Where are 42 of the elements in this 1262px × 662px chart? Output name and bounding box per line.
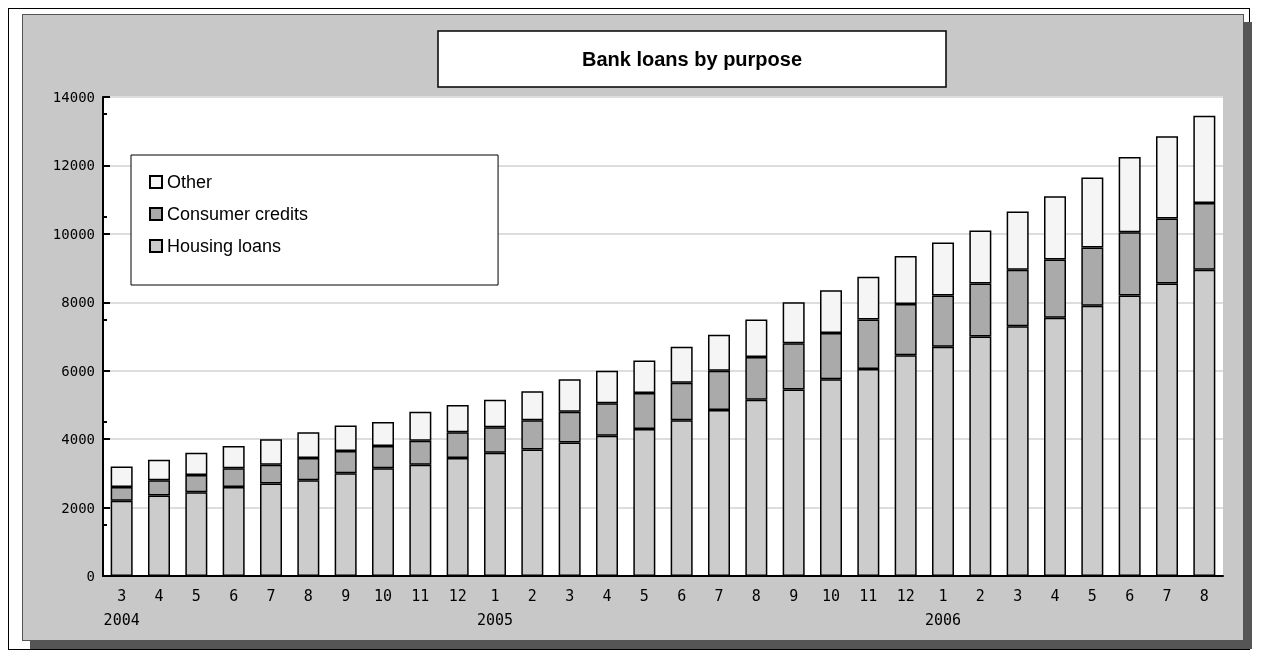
x-tick-label: 8 xyxy=(1199,587,1209,605)
x-tick-label: 6 xyxy=(229,587,239,605)
x-tick-label: 11 xyxy=(859,587,878,605)
x-tick-label: 1 2005 xyxy=(476,587,514,629)
x-tick-label: 10 xyxy=(821,587,841,605)
legend-label: Consumer credits xyxy=(167,204,309,224)
x-tick-label: 1 2006 xyxy=(924,587,962,629)
x-tick-label: 3 xyxy=(565,587,575,605)
x-tick-label: 4 xyxy=(602,587,612,605)
legend-label: Other xyxy=(167,172,213,192)
x-tick-label: 5 xyxy=(639,587,649,605)
x-tick-label: 3 2004 xyxy=(103,587,140,629)
legend-label: Housing loans xyxy=(167,236,282,256)
x-tick-label: 11 xyxy=(411,587,430,605)
x-tick-label: 10 xyxy=(373,587,393,605)
x-tick-label: 3 xyxy=(1013,587,1023,605)
x-tick-label: 2 xyxy=(527,587,537,605)
x-tick-label: 8 xyxy=(303,587,313,605)
y-tick-label: 0 xyxy=(86,568,95,584)
y-tick-label: 2000 xyxy=(61,499,95,516)
x-tick-label: 7 xyxy=(714,587,724,605)
x-tick-label: 7 xyxy=(266,587,276,605)
y-tick-label: 12000 xyxy=(52,157,95,174)
y-tick-label: 14000 xyxy=(52,89,95,105)
x-tick-label: 12 xyxy=(896,587,915,605)
x-tick-label: 6 xyxy=(1125,587,1135,605)
x-tick-label: 5 xyxy=(191,587,201,605)
x-tick-label: 12 xyxy=(448,587,467,605)
x-tick-label: 2 xyxy=(975,587,985,605)
y-tick-label: 4000 xyxy=(61,431,95,448)
y-tick-label: 6000 xyxy=(61,362,95,379)
y-tick-label: 8000 xyxy=(61,294,95,311)
x-tick-label: 9 xyxy=(789,587,799,605)
x-tick-label: 4 xyxy=(154,587,164,605)
x-tick-label: 6 xyxy=(677,587,687,605)
x-tick-label: 7 xyxy=(1162,587,1172,605)
x-tick-label: 9 xyxy=(341,587,351,605)
x-tick-label: 5 xyxy=(1087,587,1097,605)
chart-title: Bank loans by purpose xyxy=(582,48,803,70)
x-tick-label: 8 xyxy=(751,587,761,605)
x-tick-label: 4 xyxy=(1050,587,1060,605)
y-tick-label: 10000 xyxy=(52,225,95,242)
